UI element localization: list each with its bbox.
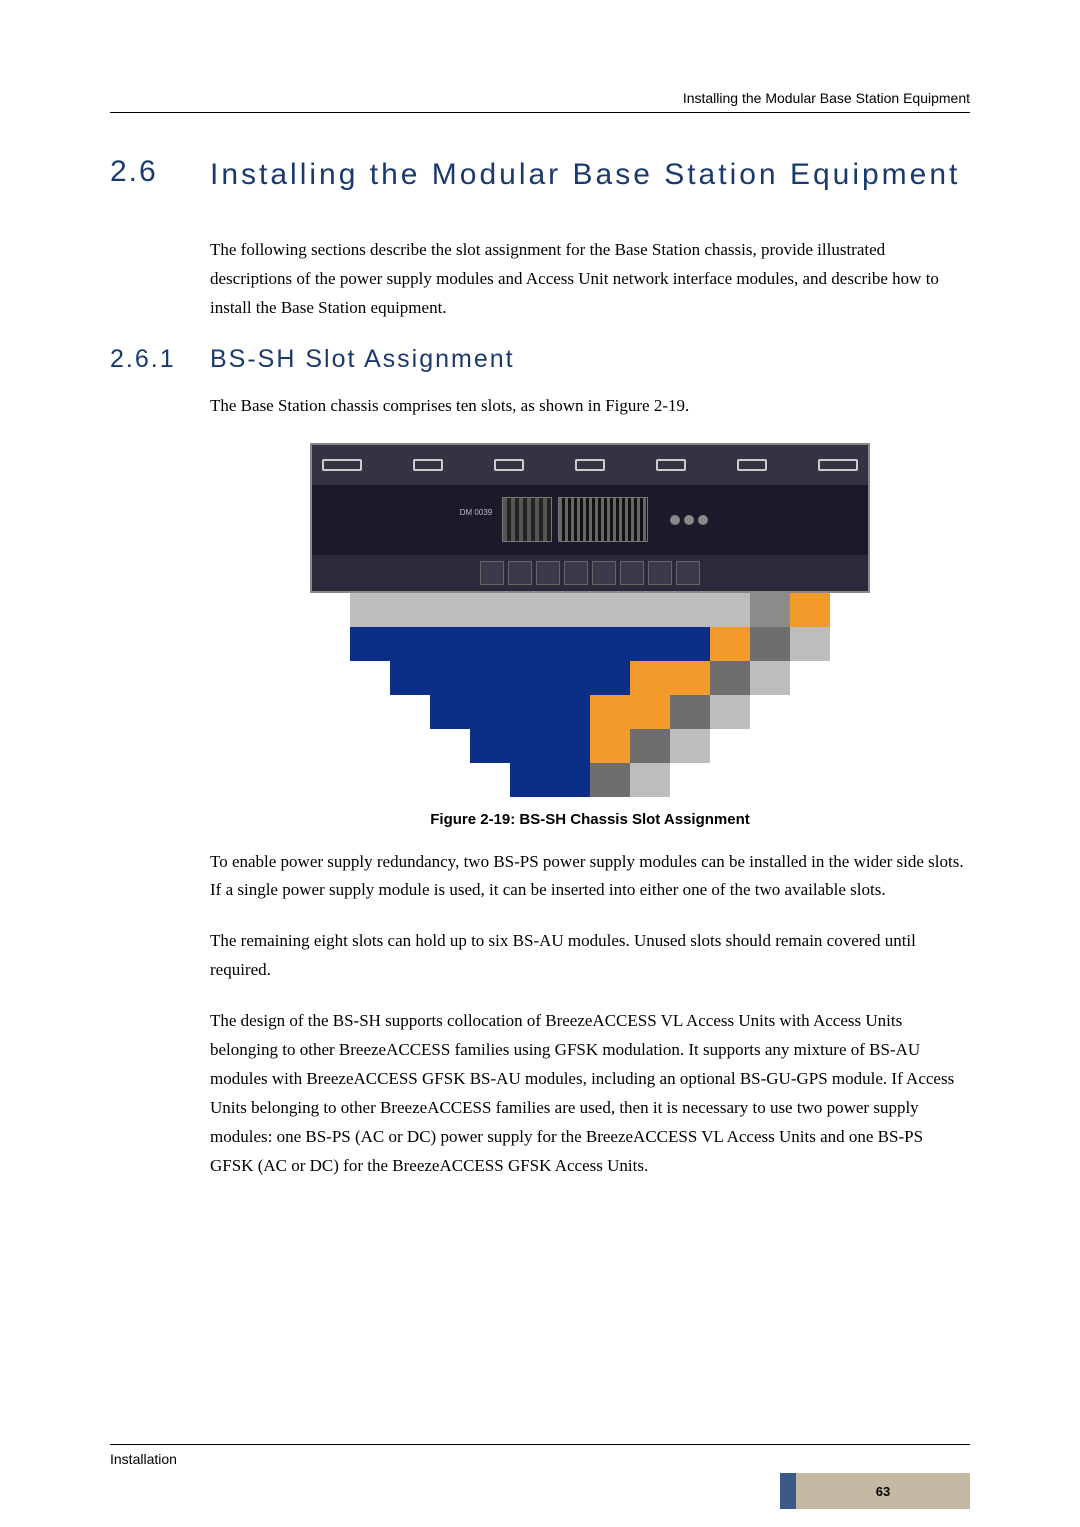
slot-handle-icon: [322, 459, 362, 471]
figure-chassis: DM 0039: [210, 443, 970, 797]
chassis-grille-icon: [558, 497, 648, 542]
slot-handle-icon: [494, 459, 524, 471]
chassis-bottom-row: [312, 555, 868, 591]
slot-assignment-diagram: [310, 593, 870, 797]
subsection-number: 2.6.1: [110, 345, 210, 374]
footer-chapter: Installation: [110, 1444, 970, 1467]
subsection-heading: 2.6.1 BS-SH Slot Assignment: [110, 345, 970, 374]
section-number: 2.6: [110, 155, 210, 194]
chassis-indicators-icon: [654, 515, 724, 525]
section-title: Installing the Modular Base Station Equi…: [210, 155, 960, 194]
page-number: 63: [780, 1473, 970, 1509]
slot-handle-icon: [413, 459, 443, 471]
paragraph-collocation: The design of the BS-SH supports colloca…: [210, 1007, 970, 1180]
section-heading: 2.6 Installing the Modular Base Station …: [110, 155, 970, 194]
chassis-illustration: DM 0039: [310, 443, 870, 593]
paragraph-remaining-slots: The remaining eight slots can hold up to…: [210, 927, 970, 985]
page-footer: Installation 63: [110, 1444, 970, 1467]
chassis-label: DM 0039: [456, 508, 496, 532]
chassis-module-icon: [502, 497, 552, 542]
slot-handle-icon: [818, 459, 858, 471]
subsection-lead: The Base Station chassis comprises ten s…: [210, 392, 970, 421]
section-intro: The following sections describe the slot…: [210, 236, 970, 323]
figure-caption: Figure 2-19: BS-SH Chassis Slot Assignme…: [210, 811, 970, 828]
slot-handle-icon: [575, 459, 605, 471]
subsection-title: BS-SH Slot Assignment: [210, 345, 515, 374]
slot-handle-icon: [656, 459, 686, 471]
paragraph-redundancy: To enable power supply redundancy, two B…: [210, 848, 970, 906]
slot-handle-icon: [737, 459, 767, 471]
running-header: Installing the Modular Base Station Equi…: [110, 90, 970, 113]
